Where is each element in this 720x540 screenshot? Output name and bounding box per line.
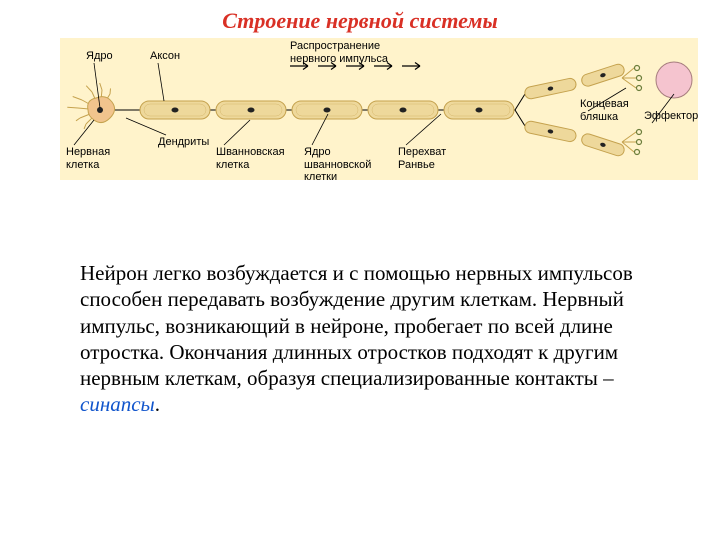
- diagram-label-effector: Эффектор: [644, 110, 704, 123]
- diagram-label-schwann-nucleus: Ядро шванновской клетки: [304, 146, 394, 184]
- page-root: Строение нервной системы Ядро Аксон Распро…: [0, 0, 720, 540]
- diagram-label-impulse: Распространение нервного импульса: [290, 40, 450, 65]
- diagram-label-nucleus-label: Ядро: [86, 50, 126, 63]
- diagram-label-terminal-plate: Концевая бляшка: [580, 98, 640, 123]
- diagram-label-axon: Аксон: [150, 50, 200, 63]
- diagram-label-ranvier: Перехват Ранвье: [398, 146, 468, 171]
- body-text-main: Нейрон легко возбуждается и с помощью не…: [80, 261, 633, 390]
- body-highlight-word: синапсы: [80, 392, 155, 416]
- diagram-labels-layer: Ядро Аксон Распространение нервного импуль…: [60, 38, 698, 180]
- body-period: .: [155, 392, 160, 416]
- diagram-label-nerve-cell: Нервная клетка: [66, 146, 126, 171]
- diagram-label-schwann-cell: Шванновская клетка: [216, 146, 306, 171]
- body-paragraph: Нейрон легко возбуждается и с помощью не…: [80, 260, 680, 418]
- page-subtitle: Строение нервной системы: [0, 8, 720, 34]
